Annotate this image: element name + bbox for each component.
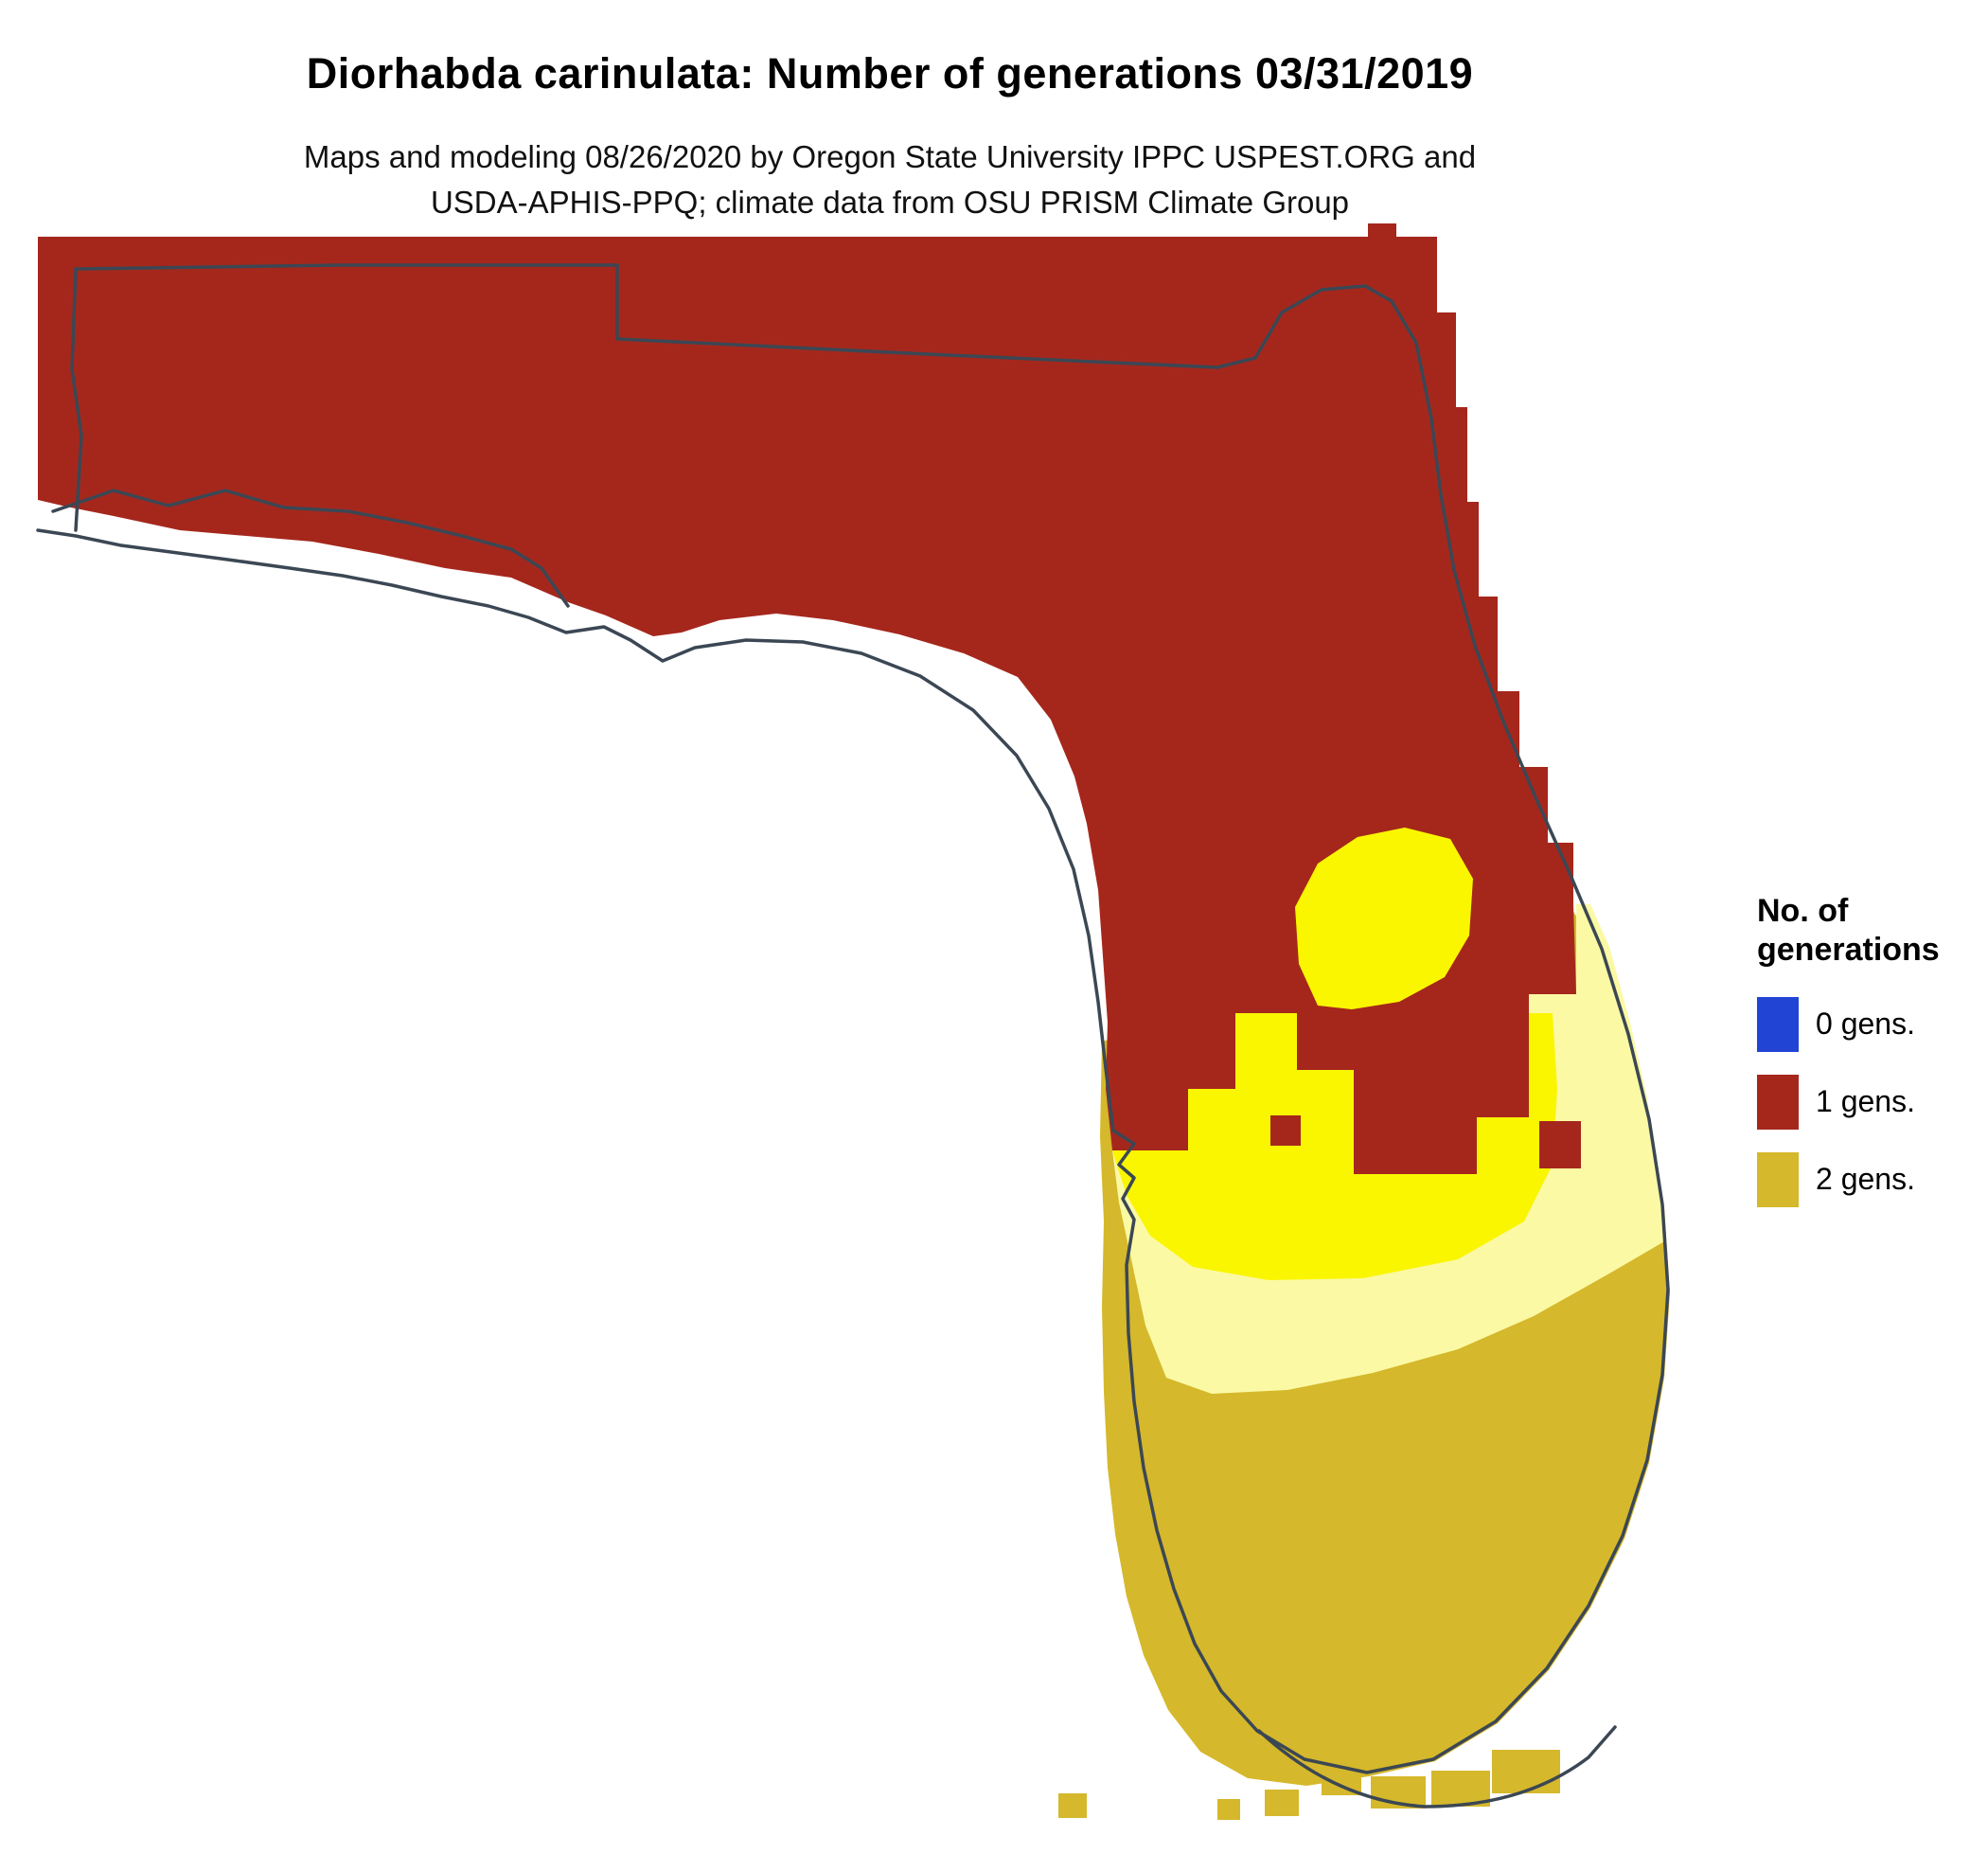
region-1-gen [38, 223, 1576, 1174]
legend-item-2-gens: 2 gens. [1757, 1151, 1984, 1207]
legend-label-1-gens: 1 gens. [1816, 1084, 1915, 1119]
state-outline-keys [1257, 1725, 1617, 1809]
region-2-gens-bright [1112, 1013, 1557, 1280]
legend-swatch-0-gens [1757, 996, 1799, 1052]
map-subtitle: Maps and modeling 08/26/2020 by Oregon S… [0, 134, 1780, 225]
state-outline-north-border [74, 263, 1393, 369]
legend-item-0-gens: 0 gens. [1757, 996, 1984, 1052]
legend-title-line-1: No. of [1757, 893, 1849, 929]
subtitle-line-1: Maps and modeling 08/26/2020 by Oregon S… [303, 139, 1477, 174]
legend-title-line-2: generations [1757, 932, 1940, 969]
legend-item-1-gens: 1 gens. [1757, 1074, 1984, 1130]
legend-title: No. of generations [1757, 892, 1984, 971]
subtitle-line-2: USDA-APHIS-PPQ; climate data from OSU PR… [430, 184, 1350, 220]
state-outline [36, 263, 1670, 1809]
state-outline-west-border [70, 267, 83, 532]
region-2-gens-island [1295, 828, 1473, 1009]
legend-label-0-gens: 0 gens. [1816, 1007, 1915, 1042]
legend-swatch-2-gens [1757, 1151, 1799, 1207]
legend: No. of generations 0 gens. 1 gens. 2 gen… [1757, 892, 1984, 1230]
region-1-gen-islets [1270, 1115, 1581, 1168]
legend-swatch-1-gens [1757, 1074, 1799, 1130]
state-outline-coast [36, 299, 1670, 1774]
page-title: Diorhabda carinulata: Number of generati… [306, 49, 1474, 98]
state-outline-panhandle-bays [51, 489, 570, 608]
legend-label-2-gens: 2 gens. [1816, 1162, 1915, 1197]
